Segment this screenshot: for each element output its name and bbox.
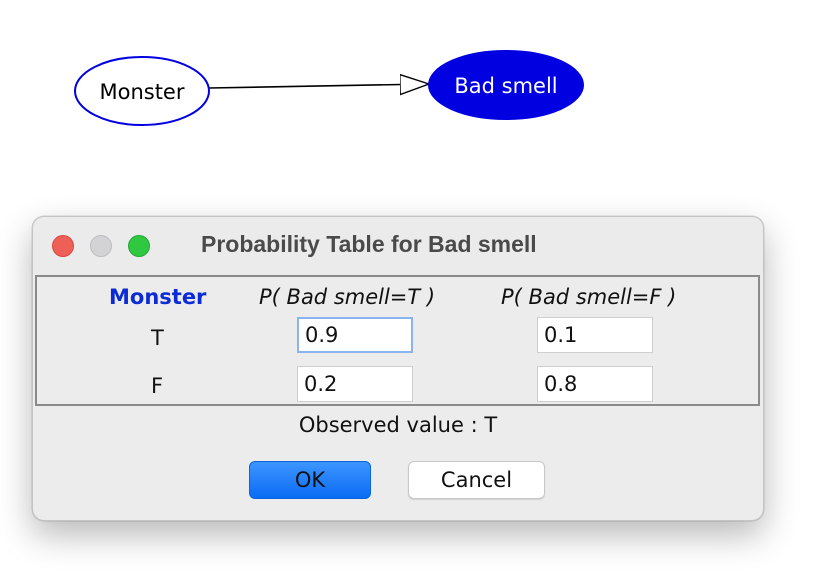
parent-column-header: Monster — [109, 285, 207, 309]
row-label-t: T — [151, 326, 164, 350]
edge-monster-to-bad-smell — [208, 84, 429, 88]
probability-table-dialog: Probability Table for Bad smell Monster … — [32, 216, 764, 521]
bayes-net-graph: Monster Bad smell — [74, 50, 584, 126]
zoom-window-button[interactable] — [128, 235, 150, 257]
cancel-button[interactable]: Cancel — [408, 461, 545, 499]
node-monster[interactable]: Monster — [74, 56, 210, 126]
prob-input-t-true[interactable] — [297, 317, 413, 353]
prob-input-f-false[interactable] — [537, 366, 653, 402]
prob-input-f-true[interactable] — [297, 366, 413, 402]
probability-table: Monster P( Bad smell=T ) P( Bad smell=F … — [35, 275, 760, 406]
node-bad-smell-label: Bad smell — [454, 74, 557, 98]
node-bad-smell[interactable]: Bad smell — [428, 50, 584, 120]
dialog-titlebar[interactable]: Probability Table for Bad smell — [33, 217, 763, 275]
node-monster-label: Monster — [99, 80, 184, 104]
minimize-window-button[interactable] — [90, 235, 112, 257]
row-label-f: F — [151, 374, 164, 398]
dialog-title: Probability Table for Bad smell — [201, 231, 537, 257]
ok-button[interactable]: OK — [249, 461, 371, 499]
prob-input-t-false[interactable] — [537, 317, 653, 353]
close-window-button[interactable] — [52, 235, 74, 257]
false-column-header: P( Bad smell=F ) — [501, 285, 677, 309]
observed-value-text: Observed value : T — [298, 413, 498, 437]
true-column-header: P( Bad smell=T ) — [259, 285, 436, 309]
